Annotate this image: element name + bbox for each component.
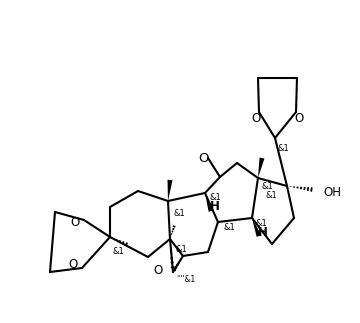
Text: O: O	[68, 258, 78, 272]
Text: &1: &1	[112, 246, 124, 255]
Text: &1: &1	[278, 143, 290, 152]
Polygon shape	[205, 193, 213, 212]
Text: H: H	[210, 201, 220, 214]
Text: &1: &1	[223, 223, 235, 232]
Text: H: H	[258, 226, 268, 239]
Text: &1: &1	[209, 193, 221, 203]
Text: OH: OH	[323, 185, 341, 199]
Text: &1: &1	[175, 245, 187, 254]
Text: &1: &1	[265, 192, 277, 201]
Text: &1: &1	[256, 220, 268, 228]
Polygon shape	[167, 180, 172, 201]
Polygon shape	[258, 158, 265, 178]
Text: O: O	[294, 111, 303, 124]
Text: &1: &1	[173, 209, 185, 217]
Text: &1: &1	[262, 182, 274, 191]
Text: ''''&1: ''''&1	[176, 276, 195, 285]
Text: O: O	[153, 264, 163, 276]
Polygon shape	[252, 218, 261, 237]
Text: O: O	[70, 216, 80, 230]
Text: O: O	[198, 151, 208, 164]
Text: O: O	[251, 111, 261, 124]
